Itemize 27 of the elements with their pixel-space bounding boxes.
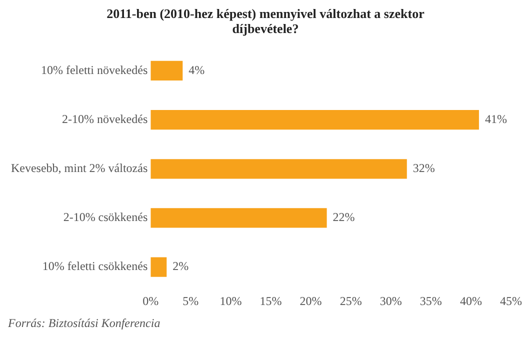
x-tick-label: 40% <box>460 294 482 308</box>
x-tick-label: 0% <box>142 294 159 308</box>
x-tick-label: 45% <box>500 294 522 308</box>
x-tick-label: 5% <box>182 294 199 308</box>
y-tick-label: 10% feletti növekedés <box>40 62 148 77</box>
text: Forrás: Biztosítási Konferencia <box>8 316 160 331</box>
data-label: 41% <box>484 112 507 126</box>
bar <box>150 257 167 277</box>
bar <box>150 60 183 81</box>
y-tick-label: 2-10% növekedés <box>62 112 148 126</box>
x-tick-label: 30% <box>380 294 402 308</box>
chart-title: 2011-ben (2010-hez képest) mennyivel változhat a szektor díjbevétele? <box>106 6 426 36</box>
bar <box>150 208 327 228</box>
x-tick-label: 35% <box>420 294 442 308</box>
data-label: 22% <box>332 210 355 224</box>
y-tick-label: 2-10% csökkenés <box>63 210 148 224</box>
x-tick-label: 10% <box>220 294 242 308</box>
data-label: 32% <box>412 161 435 176</box>
y-tick-label: Kevesebb, mint 2% változás <box>10 161 148 176</box>
x-tick-label: 15% <box>260 294 282 308</box>
y-tick-label: 10% feletti csökkenés <box>42 259 148 274</box>
x-tick-label: 20% <box>300 294 322 308</box>
x-tick-label: 25% <box>340 294 362 308</box>
data-label: 2% <box>172 259 189 274</box>
data-label: 4% <box>188 62 205 77</box>
bar <box>150 159 407 179</box>
bar <box>150 110 479 130</box>
